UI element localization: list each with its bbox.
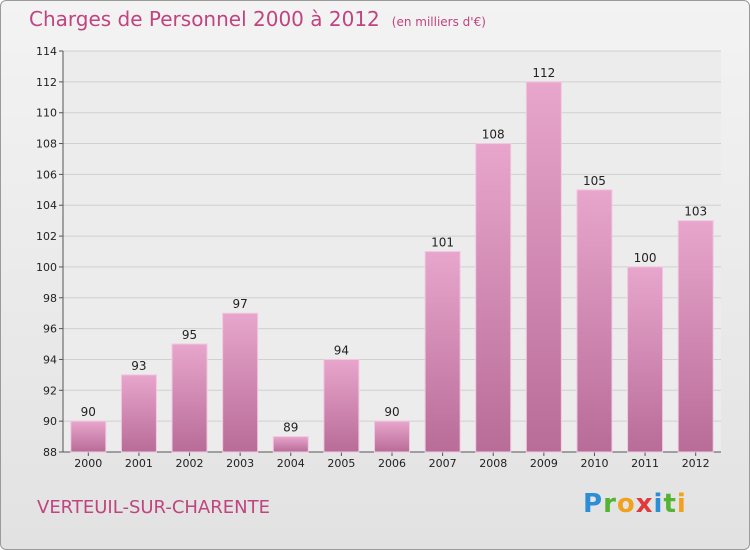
y-tick-label: 102 [36, 230, 57, 243]
data-label-2004: 89 [283, 421, 298, 435]
grid-lines [63, 50, 721, 453]
data-label-2001: 93 [131, 359, 146, 373]
x-tick-label-2010: 2010 [580, 457, 608, 470]
data-label-2005: 94 [334, 343, 349, 357]
x-tick-label-2000: 2000 [74, 457, 102, 470]
commune-name: VERTEUIL-SUR-CHARENTE [37, 497, 270, 518]
bar-2006 [374, 420, 410, 453]
y-tick-label: 104 [36, 199, 57, 212]
bar-2010 [576, 189, 613, 453]
data-label-2010: 105 [583, 174, 606, 188]
y-tick-label: 92 [43, 384, 57, 397]
proxiti-logo: Proxiti [583, 489, 687, 519]
bar-2002 [171, 343, 208, 453]
x-tick-label-2004: 2004 [277, 457, 305, 470]
x-tick-label-2005: 2005 [327, 457, 355, 470]
bar-2011 [627, 266, 664, 453]
bars [70, 81, 714, 453]
x-tick-label-2007: 2007 [429, 457, 457, 470]
data-label-2012: 103 [684, 205, 707, 219]
unit-label: (en milliers d'€) [391, 15, 486, 29]
data-label-2003: 97 [233, 297, 248, 311]
axes: 88 90 92 94 96 98 100 102 104 106 108 110 112 114 2000… [36, 45, 721, 470]
data-label-2011: 100 [634, 251, 657, 265]
y-tick-label: 98 [43, 292, 57, 305]
y-tick-label: 88 [43, 446, 57, 459]
y-tick-label: 96 [43, 323, 57, 336]
y-tick-label: 94 [43, 353, 57, 366]
bar-2000 [70, 420, 107, 453]
data-label-2000: 90 [81, 405, 96, 419]
plot-area [63, 51, 721, 452]
data-label-2008: 108 [482, 128, 505, 142]
x-tick-label-2012: 2012 [682, 457, 710, 470]
x-tick-label-2011: 2011 [631, 457, 659, 470]
title-text: Charges de Personnel 2000 à 2012 [29, 7, 380, 31]
bar-2001 [120, 374, 157, 453]
bar-2005 [323, 358, 360, 453]
x-tick-label-2001: 2001 [125, 457, 153, 470]
y-tick-label: 112 [36, 76, 57, 89]
y-tick-label: 110 [36, 107, 57, 120]
y-tick-label: 114 [36, 45, 57, 58]
labels: 90 93 95 97 89 94 90 101 108 112 105 100 103 [81, 66, 707, 435]
bar-2003 [222, 312, 259, 453]
chart-title: Charges de Personnel 2000 à 2012 (en mill… [29, 7, 486, 31]
y-tick-label: 106 [36, 168, 57, 181]
x-tick-label-2002: 2002 [176, 457, 204, 470]
data-label-2002: 95 [182, 328, 197, 342]
y-tick-label: 100 [36, 261, 57, 274]
x-tick-label-2003: 2003 [226, 457, 254, 470]
y-tick-label: 90 [43, 415, 57, 428]
data-label-2006: 90 [384, 405, 399, 419]
data-label-2009: 112 [532, 66, 555, 80]
x-tick-label-2008: 2008 [479, 457, 507, 470]
bar-2012 [677, 220, 714, 453]
x-tick-label-2006: 2006 [378, 457, 406, 470]
x-tick-label-2009: 2009 [530, 457, 558, 470]
data-label-2007: 101 [431, 236, 454, 250]
bar-2004 [272, 436, 309, 453]
bar-2008 [475, 143, 512, 453]
bar-2007 [424, 251, 461, 453]
bar-2009 [525, 81, 562, 453]
y-tick-label: 108 [36, 138, 57, 151]
